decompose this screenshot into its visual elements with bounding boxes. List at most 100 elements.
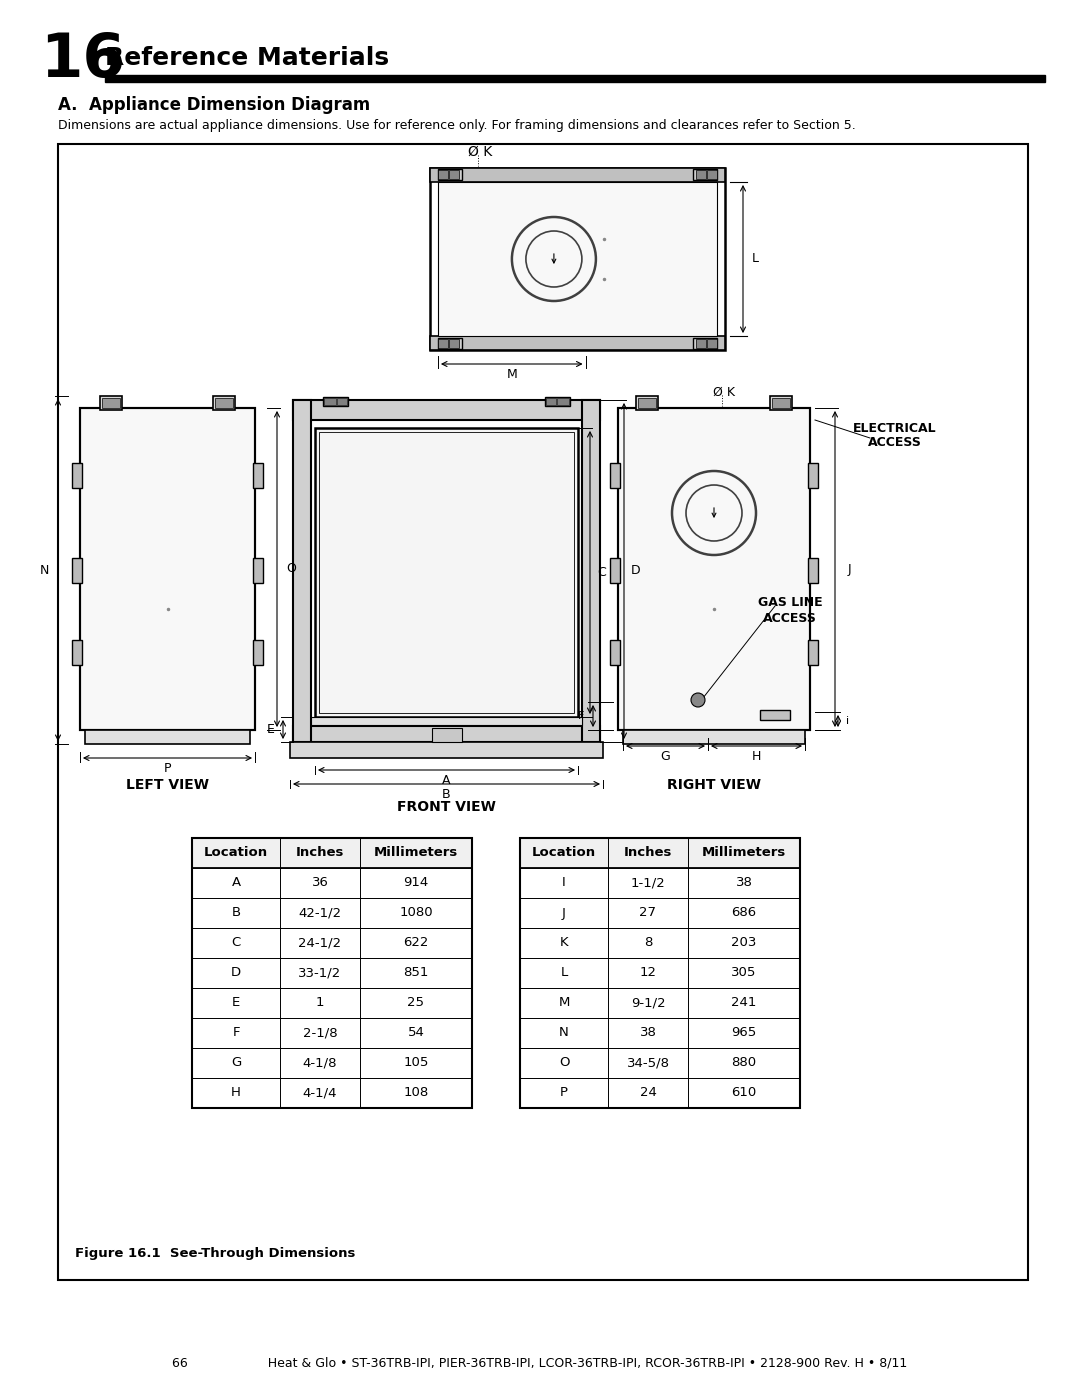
Text: 27: 27 [639,907,657,919]
Text: 42-1/2: 42-1/2 [298,907,341,919]
Circle shape [691,693,705,707]
Text: 610: 610 [731,1087,757,1099]
Text: Location: Location [532,847,596,859]
Bar [519,898,800,928]
Text: 914: 914 [403,876,429,890]
Bar [72,557,82,583]
Text: F: F [578,711,584,721]
Bar [102,398,120,408]
Bar [760,710,789,719]
Bar [192,898,472,928]
Bar [449,170,459,179]
Text: N: N [39,563,49,577]
Bar [770,395,792,409]
Bar [80,408,255,731]
Text: Figure 16.1  See-Through Dimensions: Figure 16.1 See-Through Dimensions [75,1246,355,1260]
Bar [438,170,448,179]
Text: P: P [164,761,172,774]
Bar [319,432,573,712]
Bar [438,169,462,180]
Bar [618,408,810,731]
Bar [85,731,249,745]
Text: Ø K: Ø K [468,145,492,159]
Bar [72,462,82,488]
Text: B: B [442,788,450,800]
Text: Millimeters: Millimeters [374,847,458,859]
Bar [696,170,706,179]
Bar [323,397,348,407]
Text: 965: 965 [731,1027,757,1039]
Bar [291,742,603,759]
Bar [192,1048,472,1078]
Text: Millimeters: Millimeters [702,847,786,859]
Bar [192,868,472,898]
Bar [610,462,620,488]
Text: E: E [232,996,240,1010]
Text: C: C [231,936,241,950]
Bar [192,1018,472,1048]
Text: 12: 12 [639,967,657,979]
Text: 1-1/2: 1-1/2 [631,876,665,890]
Text: I: I [562,876,566,890]
Text: 4-1/4: 4-1/4 [302,1087,337,1099]
Bar [772,398,789,408]
Bar [545,397,570,407]
Text: Reference Materials: Reference Materials [105,46,389,70]
Text: 2-1/8: 2-1/8 [302,1027,337,1039]
Text: Location: Location [204,847,268,859]
Text: Dimensions are actual appliance dimensions. Use for reference only. For framing : Dimensions are actual appliance dimensio… [58,120,855,133]
Text: 622: 622 [403,936,429,950]
Bar [557,398,569,405]
Bar [430,168,725,351]
Bar [192,928,472,958]
Text: FRONT VIEW: FRONT VIEW [397,800,496,814]
Text: 4-1/8: 4-1/8 [302,1056,337,1070]
Bar [192,1078,472,1108]
Text: H: H [231,1087,241,1099]
Bar [80,408,255,731]
Bar [610,640,620,665]
Text: 24: 24 [639,1087,657,1099]
Bar [192,838,472,1108]
Text: N: N [559,1027,569,1039]
Bar [430,168,725,182]
Bar [58,144,1028,1280]
Text: 305: 305 [731,967,757,979]
Bar [72,640,82,665]
Bar [610,557,620,583]
Text: 686: 686 [731,907,757,919]
Bar [253,557,264,583]
Text: 108: 108 [403,1087,429,1099]
Text: Inches: Inches [296,847,345,859]
Text: 66                    Heat & Glo • ST-36TRB-IPI, PIER-36TRB-IPI, LCOR-36TRB-IPI,: 66 Heat & Glo • ST-36TRB-IPI, PIER-36TRB… [173,1356,907,1369]
Bar [311,717,582,725]
Text: L: L [752,253,758,265]
Bar [808,462,818,488]
Bar [519,838,800,1108]
Text: i: i [847,717,850,726]
Text: 25: 25 [407,996,424,1010]
Text: O: O [558,1056,569,1070]
Bar [192,838,472,868]
Text: M: M [507,367,517,380]
Bar [519,988,800,1018]
Bar [808,640,818,665]
Text: 24-1/2: 24-1/2 [298,936,341,950]
Bar [636,395,658,409]
Text: G: G [661,750,671,763]
Text: 241: 241 [731,996,757,1010]
Bar [105,75,1045,82]
Bar [449,339,459,348]
Bar [519,958,800,988]
Text: F: F [232,1027,240,1039]
Bar [623,731,805,745]
Text: J: J [562,907,566,919]
Text: D: D [631,564,640,577]
Text: 16: 16 [40,31,125,89]
Text: P: P [561,1087,568,1099]
Bar [707,339,717,348]
Bar [638,398,656,408]
Text: 851: 851 [403,967,429,979]
Bar [519,868,800,898]
Text: 1: 1 [315,996,324,1010]
